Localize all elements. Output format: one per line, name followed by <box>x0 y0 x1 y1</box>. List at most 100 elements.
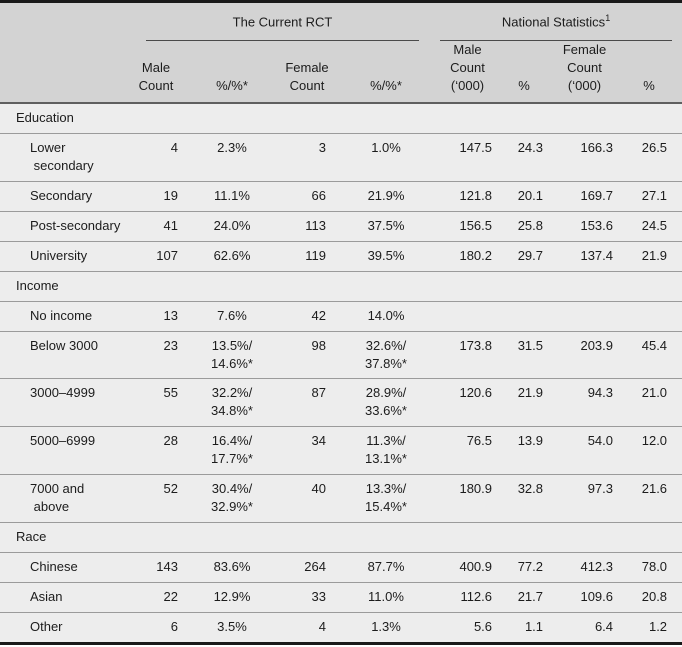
cell-female-count: 3 <box>282 133 332 182</box>
cell-female-pct: 11.0% <box>332 581 441 613</box>
cell-female-count: 40 <box>282 474 332 523</box>
cell-nat-female-pct <box>616 300 682 332</box>
cell-female-pct: 14.0% <box>332 300 441 332</box>
table-row: Post-secondary 41 24.0% 113 37.5% 156.5 25.8 15… <box>0 210 682 242</box>
group-title-national-statistics: National Statistics1 <box>440 12 673 42</box>
cell-female-count: 33 <box>282 581 332 613</box>
cell-female-count: 34 <box>282 426 332 475</box>
cell-male-pct: 2.3% <box>182 133 282 182</box>
row-label: University <box>0 240 130 272</box>
cell-nat-female-pct: 27.1 <box>616 180 682 212</box>
cell-nat-male-pct: 21.9 <box>495 378 554 427</box>
cell-nat-female-count: 94.3 <box>553 378 617 427</box>
cell-male-pct: 13.5%/ 14.6%* <box>182 330 282 379</box>
cell-female-pct: 39.5% <box>332 240 441 272</box>
cell-nat-male-count: 400.9 <box>440 552 496 583</box>
group-title-text: National Statistics <box>501 14 606 30</box>
cell-female-pct: 21.9% <box>332 180 441 212</box>
section-row: Income <box>0 270 682 302</box>
table-row: Chinese 143 83.6% 264 87.7% 400.9 77.2 412.3 78.… <box>0 552 682 583</box>
column-header-row-label <box>0 41 130 105</box>
table-row: No income 13 7.6% 42 14.0% <box>0 300 682 332</box>
cell-male-count: 4 <box>130 133 182 182</box>
cell-nat-male-pct: 24.3 <box>495 133 554 182</box>
cell-nat-male-count: 180.9 <box>440 474 496 523</box>
cell-nat-male-pct: 1.1 <box>495 611 554 642</box>
cell-nat-female-count: 153.6 <box>553 210 617 242</box>
cell-male-pct: 3.5% <box>182 611 282 642</box>
row-label: Post-secondary <box>0 210 130 242</box>
cell-female-pct: 13.3%/ 15.4%* <box>332 474 441 523</box>
group-header-national-statistics: National Statistics1 <box>440 3 682 42</box>
cell-male-count: 28 <box>130 426 182 475</box>
cell-female-count: 4 <box>282 611 332 642</box>
row-label: Lower secondary <box>0 133 130 182</box>
cell-male-count: 6 <box>130 611 182 642</box>
cell-male-count: 22 <box>130 581 182 613</box>
cell-male-count: 143 <box>130 552 182 583</box>
cell-nat-male-count: 156.5 <box>440 210 496 242</box>
section-row: Education <box>0 103 682 133</box>
cell-nat-female-count: 203.9 <box>553 330 617 379</box>
cell-nat-female-pct: 21.9 <box>616 240 682 272</box>
table-row: 7000 and above 52 30.4%/ 32.9%* 40 13.3%/ 15… <box>0 474 682 523</box>
cell-male-count: 13 <box>130 300 182 332</box>
cell-female-pct: 11.3%/ 13.1%* <box>332 426 441 475</box>
table-row: 5000–6999 28 16.4%/ 17.7%* 34 11.3%/ 13.1%* 7… <box>0 426 682 475</box>
row-label: No income <box>0 300 130 332</box>
cell-female-pct: 28.9%/ 33.6%* <box>332 378 441 427</box>
cell-female-count: 42 <box>282 300 332 332</box>
cell-nat-male-count: 5.6 <box>440 611 496 642</box>
cell-female-count: 264 <box>282 552 332 583</box>
column-header-nat-male-pct: % <box>495 41 554 105</box>
table-row: Other 6 3.5% 4 1.3% 5.6 1.1 6.4 1.2 <box>0 611 682 642</box>
cell-nat-male-pct: 29.7 <box>495 240 554 272</box>
cell-nat-female-pct: 21.6 <box>616 474 682 523</box>
cell-nat-male-count <box>440 300 496 332</box>
cell-female-count: 98 <box>282 330 332 379</box>
cell-nat-female-pct: 45.4 <box>616 330 682 379</box>
cell-nat-female-pct: 20.8 <box>616 581 682 613</box>
cell-male-count: 52 <box>130 474 182 523</box>
cell-nat-male-pct: 25.8 <box>495 210 554 242</box>
cell-nat-male-count: 112.6 <box>440 581 496 613</box>
cell-male-count: 19 <box>130 180 182 212</box>
cell-male-pct: 62.6% <box>182 240 282 272</box>
section-row: Race <box>0 522 682 553</box>
cell-male-pct: 30.4%/ 32.9%* <box>182 474 282 523</box>
cell-nat-female-count: 109.6 <box>553 581 617 613</box>
cell-female-count: 66 <box>282 180 332 212</box>
section-title: Education <box>16 110 74 126</box>
cell-female-count: 113 <box>282 210 332 242</box>
cell-nat-male-pct: 31.5 <box>495 330 554 379</box>
cell-male-pct: 32.2%/ 34.8%* <box>182 378 282 427</box>
row-label: 7000 and above <box>0 474 130 523</box>
group-title-footnote-marker: 1 <box>605 13 611 23</box>
group-header-row: The Current RCT National Statistics1 <box>0 3 682 42</box>
row-label: Secondary <box>0 180 130 212</box>
cell-female-pct: 1.3% <box>332 611 441 642</box>
cell-female-pct: 32.6%/ 37.8%* <box>332 330 441 379</box>
column-header-male-pct: %/%* <box>182 41 282 105</box>
cell-male-pct: 12.9% <box>182 581 282 613</box>
cell-nat-male-pct: 32.8 <box>495 474 554 523</box>
cell-male-pct: 16.4%/ 17.7%* <box>182 426 282 475</box>
cell-male-pct: 7.6% <box>182 300 282 332</box>
cell-nat-male-pct: 20.1 <box>495 180 554 212</box>
section-title: Income <box>0 270 682 302</box>
row-label: 3000–4999 <box>0 378 130 427</box>
cell-nat-male-pct <box>495 300 554 332</box>
cell-nat-male-count: 76.5 <box>440 426 496 475</box>
column-header-nat-female-count: Female Count (‘000) <box>553 41 617 105</box>
cell-nat-female-count: 97.3 <box>553 474 617 523</box>
cell-male-count: 107 <box>130 240 182 272</box>
cell-nat-female-count: 6.4 <box>553 611 617 642</box>
cell-male-pct: 11.1% <box>182 180 282 212</box>
table-row: Below 3000 23 13.5%/ 14.6%* 98 32.6%/ 37.8%*… <box>0 330 682 379</box>
row-label: 5000–6999 <box>0 426 130 475</box>
row-label: Below 3000 <box>0 330 130 379</box>
cell-nat-female-pct: 1.2 <box>616 611 682 642</box>
cell-female-pct: 1.0% <box>332 133 441 182</box>
cell-nat-male-pct: 13.9 <box>495 426 554 475</box>
